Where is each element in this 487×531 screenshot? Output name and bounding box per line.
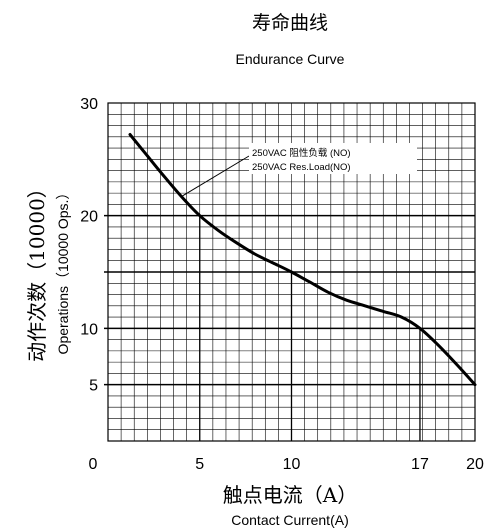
legend-entry-cn: 250VAC 阻性负载 (NO) bbox=[252, 147, 351, 159]
y-tick-labels: 5 10 20 30 bbox=[80, 96, 98, 395]
series-line-250vac-res-load bbox=[128, 133, 477, 387]
series-layer bbox=[128, 133, 477, 387]
y-tick-label: 20 bbox=[80, 209, 98, 226]
chart-title-cn: 寿命曲线 bbox=[252, 12, 328, 34]
legend-leader-line bbox=[181, 155, 250, 197]
y-axis-label-cn: 动作次数（10000） bbox=[25, 178, 49, 362]
x-tick-label: 0 bbox=[89, 456, 98, 473]
x-axis-label-cn: 触点电流（A） bbox=[223, 483, 357, 507]
y-tick-label: 5 bbox=[89, 378, 98, 395]
x-tick-label: 17 bbox=[411, 456, 429, 473]
legend-background bbox=[249, 143, 417, 174]
x-tick-label: 20 bbox=[466, 456, 484, 473]
y-tick-label: 30 bbox=[80, 96, 98, 113]
x-tick-label: 10 bbox=[283, 456, 301, 473]
x-tick-label: 5 bbox=[195, 456, 204, 473]
x-tick-labels: 0 5 10 17 20 bbox=[89, 456, 484, 473]
chart-title-en: Endurance Curve bbox=[236, 51, 345, 67]
y-axis-label-en: Operations（10000 Ops.） bbox=[55, 186, 71, 355]
legend-entry-en: 250VAC Res.Load(NO) bbox=[252, 162, 351, 173]
x-axis-label-en: Contact Current(A) bbox=[231, 512, 348, 528]
legend: 250VAC 阻性负载 (NO) 250VAC Res.Load(NO) bbox=[181, 143, 417, 197]
y-tick-label: 10 bbox=[80, 321, 98, 338]
